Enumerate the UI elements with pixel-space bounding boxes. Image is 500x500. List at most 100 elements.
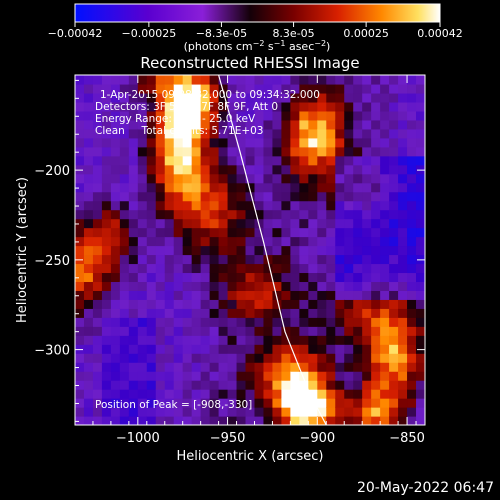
heatmap-cell [335,119,345,130]
heatmap-cell [389,191,399,202]
heatmap-cell [75,119,85,130]
heatmap-cell [191,164,202,175]
heatmap-cell [155,200,166,211]
heatmap-cell [326,155,336,166]
heatmap-cell [344,398,354,408]
heatmap-cell [137,227,148,238]
heatmap-cell [137,209,148,220]
heatmap-cell [101,299,112,309]
heatmap-cell [227,182,238,193]
heatmap-cell [173,137,184,148]
heatmap-cell [83,308,94,318]
heatmap-cell [254,101,265,112]
heatmap-cell [398,209,408,220]
heatmap-cell [236,92,247,103]
heatmap-cell [101,362,112,372]
heatmap-cell [272,182,283,193]
heatmap-cell [281,209,291,220]
heatmap-cell [299,173,309,184]
heatmap-cell [128,200,139,211]
heatmap-cell [290,92,300,103]
heatmap-cell [209,200,220,211]
heatmap-cell [290,200,300,211]
heatmap-cell [146,299,157,309]
heatmap-cell [191,254,202,265]
heatmap-cell [299,245,309,256]
heatmap-cell [164,326,175,336]
heatmap-cell [317,137,327,148]
heatmap-cell [371,371,381,381]
heatmap-cell [263,362,274,372]
heatmap-cell [182,389,193,399]
heatmap-cell [75,407,85,417]
heatmap-cell [353,362,363,372]
heatmap-cell [101,119,112,130]
heatmap-cell [290,398,300,408]
heatmap-cell [398,128,408,139]
heatmap-cell [209,380,220,390]
heatmap-cell [227,299,238,309]
heatmap-cell [137,245,148,256]
heatmap-cell [398,200,408,211]
heatmap-cell [272,236,283,247]
heatmap-cell [75,182,85,193]
heatmap-cell [227,236,238,247]
heatmap-cell [128,75,139,85]
heatmap-cell [92,380,103,390]
heatmap-cell [101,254,112,265]
heatmap-cell [101,281,112,291]
heatmap-cell [101,164,112,175]
heatmap-cell [110,146,121,157]
heatmap-cell [416,326,425,336]
heatmap-cell [317,308,327,318]
heatmap-cell [353,290,363,300]
heatmap-cell [155,83,166,94]
heatmap-cell [380,110,390,121]
heatmap-cell [407,128,417,139]
heatmap-cell [263,119,274,130]
heatmap-cell [245,272,256,283]
heatmap-cell [398,173,408,184]
heatmap-cell [218,254,229,265]
heatmap-cell [407,92,417,103]
heatmap-cell [128,119,139,130]
heatmap-cell [416,272,425,283]
heatmap-cell [191,308,202,318]
heatmap-cell [407,236,417,247]
heatmap-cell [218,191,229,202]
heatmap-cell [281,407,291,417]
heatmap-cell [299,155,309,166]
heatmap-cell [182,380,193,390]
heatmap-cell [299,137,309,148]
heatmap-cell [308,218,318,229]
heatmap-cell [407,380,417,390]
y-tick-label: −250 [34,254,70,269]
heatmap-cell [182,182,193,193]
heatmap-cell [218,110,229,121]
heatmap-cell [389,308,399,318]
heatmap-cell [344,191,354,202]
heatmap-cell [173,263,184,274]
heatmap-cell [146,380,157,390]
heatmap-cell [416,92,425,103]
heatmap-cell [317,317,327,327]
heatmap-cell [137,353,148,363]
heatmap-cell [227,344,238,354]
heatmap-cell [101,92,112,103]
heatmap-cell [209,308,220,318]
heatmap-cell [101,263,112,274]
heatmap-cell [317,182,327,193]
heatmap-cell [119,290,130,300]
heatmap-cell [173,308,184,318]
heatmap-cell [407,272,417,283]
heatmap-cell [254,389,265,399]
heatmap-cell [398,416,408,425]
heatmap-cell [335,281,345,291]
heatmap-cell [416,200,425,211]
heatmap-cell [389,389,399,399]
heatmap-cell [407,146,417,157]
colorbar-ticks: −0.00042 −0.00025 −8.3e-05 8.3e-05 0.00025 0.… [48,22,463,40]
heatmap-cell [75,416,85,425]
heatmap-cell [146,344,157,354]
